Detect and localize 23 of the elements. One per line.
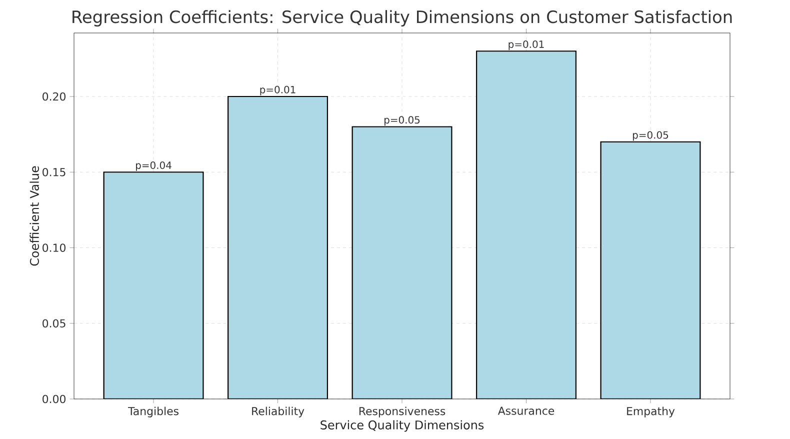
y-axis-title: Coefficient Value: [30, 166, 39, 266]
bar: [352, 126, 452, 399]
annotation: p=0.01: [260, 86, 296, 96]
y-tick-label: 0.15: [42, 168, 66, 176]
x-tick-label: Reliability: [252, 406, 304, 418]
bar: [104, 172, 204, 399]
y-tick-label: 0.05: [42, 319, 66, 328]
annotation: p=0.04: [136, 161, 172, 171]
y-tick-label: 0.20: [42, 92, 66, 101]
chart-title: Regression Coefficients: Service Quality Dimensions on Customer Satisfaction: [72, 10, 732, 26]
x-tick-label: Tangibles: [128, 406, 178, 418]
bar: [228, 96, 328, 399]
x-tick-label: Empathy: [627, 406, 675, 418]
annotation: p=0.05: [384, 116, 420, 126]
annotation: p=0.01: [508, 40, 544, 50]
bar: [476, 51, 576, 399]
y-tick-label: 0.10: [42, 244, 66, 252]
annotation: p=0.05: [632, 131, 668, 141]
x-tick-label: Assurance: [498, 406, 554, 415]
x-axis-title: Service Quality Dimensions: [320, 420, 484, 432]
bar: [600, 141, 701, 399]
y-tick-label: 0.00: [42, 394, 66, 404]
x-tick-label: Responsiveness: [359, 406, 446, 418]
